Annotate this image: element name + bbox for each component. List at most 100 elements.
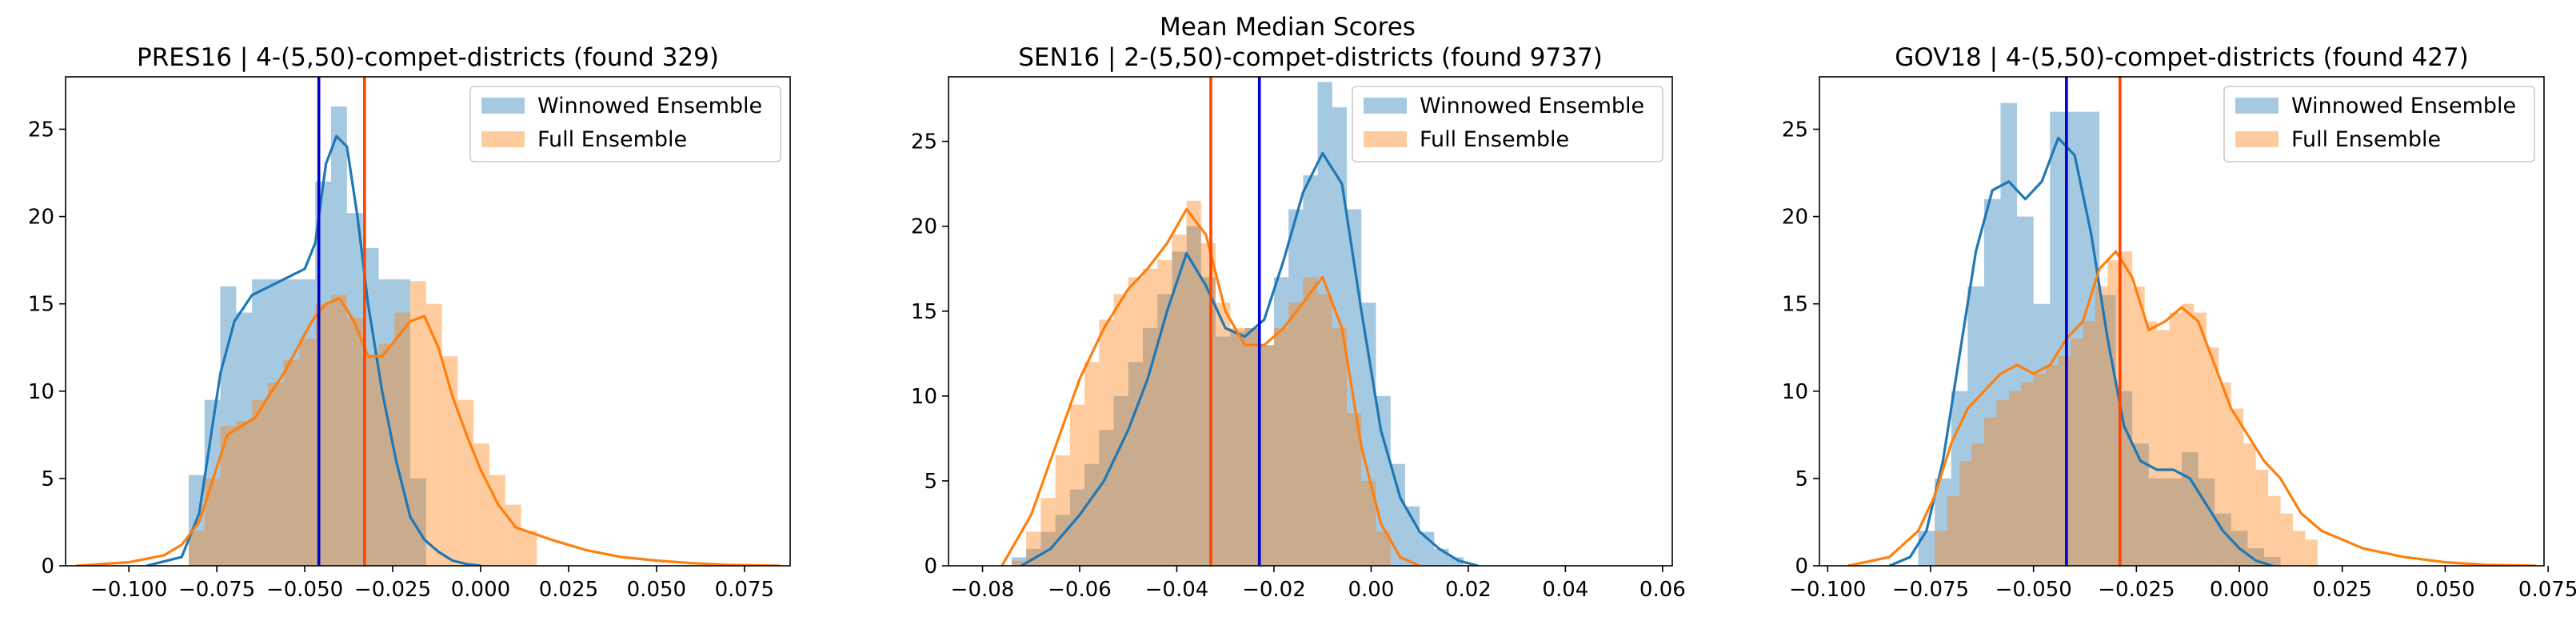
panel-1-hist-bar-full — [489, 475, 505, 566]
panel-1-kde-winnowed — [146, 134, 481, 566]
panel-1-hist-bar-winnowed — [410, 478, 426, 566]
panel-1-hist-bar-winnowed — [252, 279, 268, 566]
panel-3-xtick-label: 0.000 — [2210, 578, 2269, 602]
panel-3-xtick-label: −0.050 — [1995, 578, 2072, 602]
panel-2-hist-bar-full — [1084, 362, 1100, 566]
panel-3-hist-bar-full — [1935, 531, 1947, 566]
panel-2-ytick-label: 10 — [911, 385, 937, 409]
panel-3-hist-bar-winnowed — [1935, 478, 1951, 566]
panel-1-hist-bar-winnowed — [362, 247, 379, 566]
panel-3-hist-bar-winnowed — [2083, 111, 2100, 566]
panel-2-legend: Winnowed Ensemble Full Ensemble — [1352, 86, 1663, 162]
panel-1-xtick-label: −0.075 — [178, 578, 255, 602]
panel-3-ytick-label: 10 — [1782, 380, 1808, 404]
panel-1-xtick-label: 0.025 — [539, 578, 598, 602]
panel-3-ytick-label: 5 — [1795, 467, 1808, 491]
panel-2-xtick-label: −0.06 — [1048, 578, 1112, 602]
panel-1-legend-swatch-winnowed — [481, 98, 525, 114]
panel-3-hist-bar-full — [2046, 365, 2059, 566]
panel-2-hist-bar-full — [1230, 327, 1245, 566]
panel-2-hist-bar-winnowed — [1157, 294, 1172, 566]
panel-2-legend-swatch-winnowed — [1364, 98, 1407, 114]
panel-1-hist-bar-winnowed — [394, 279, 411, 566]
panel-2-hist-bar-winnowed — [1011, 557, 1027, 566]
panel-2-xtick-label: −0.02 — [1242, 578, 1306, 602]
panel-2-hist-bar-full — [1011, 560, 1027, 566]
panel-1-hist-bar-full — [236, 420, 253, 566]
panel-3-hist-bar-winnowed — [2165, 478, 2182, 566]
panel-2-hist-bar-full — [1172, 234, 1187, 566]
panel-1-kde-full — [76, 297, 780, 566]
panel-3-hist-bar-winnowed — [2017, 216, 2034, 566]
panel-3-kde-winnowed — [1888, 136, 2273, 566]
panel-2-hist-bar-winnowed — [1347, 209, 1362, 566]
panel-2-hist-bar-winnowed — [1332, 107, 1348, 566]
panel-3-frame — [1819, 76, 2545, 567]
panel-2-hist-bar-full — [1347, 413, 1362, 566]
panel-2-xtick-label: 0.02 — [1445, 578, 1492, 602]
panel-1-xtick-label: −0.025 — [354, 578, 431, 602]
panel-1-legend-box — [469, 86, 781, 162]
panel-3-xtick-label: −0.025 — [2098, 578, 2175, 602]
panel-3-hist-bar-full — [2194, 312, 2207, 566]
panel-2-legend-box — [1352, 86, 1663, 162]
panel-1-hist-bar-full — [410, 281, 426, 566]
panel-1-hist-bar-full — [188, 531, 205, 566]
panel-2-hist-bar-winnowed — [1172, 251, 1187, 566]
panel-2-hist-bar-winnowed — [1273, 277, 1289, 566]
panel-2-hist-bar-full — [1069, 404, 1085, 566]
panel-1-hist-bar-winnowed — [299, 279, 316, 566]
panel-1-hist-bar-full — [204, 478, 221, 566]
panel-3-hist-bar-full — [2169, 312, 2182, 566]
panel-3-hist-bar-full — [2021, 382, 2034, 566]
panel-3-xtick-label: 0.050 — [2415, 578, 2474, 602]
panel-3-hist-bar-full — [2219, 382, 2231, 566]
panel-2-title: SEN16 | 2-(5,50)-compet-districts (found… — [1018, 43, 1603, 72]
panel-2-ytick-label: 20 — [911, 215, 937, 239]
panel-3-hist-bar-full — [2071, 339, 2083, 566]
panel-3-hist-bar-full — [2206, 347, 2219, 566]
panel-3-hist-bar-full — [1959, 461, 1972, 566]
panel-2-hist-bar-full — [1303, 277, 1318, 566]
panel-1-hist-bar-full — [441, 356, 458, 566]
panel-2-legend-swatch-full — [1364, 131, 1407, 147]
panel-3-hist-bar-winnowed — [2033, 303, 2051, 566]
panel-1-hist-bar-winnowed — [331, 106, 347, 566]
panel-2-hist-bar-winnowed — [1288, 209, 1304, 566]
panel-3-hist-full — [1935, 251, 2318, 566]
panel-2-hist-bar-winnowed — [1142, 327, 1158, 566]
panel-1-hist-bar-full — [267, 382, 284, 566]
panel-2-hist-bar-winnowed — [1361, 302, 1376, 566]
panel-2-hist-bar-winnowed — [1230, 331, 1245, 566]
panel-2-hist-bar-winnowed — [1084, 463, 1100, 566]
panel-3-ytick-label: 0 — [1795, 555, 1808, 579]
panel-1-xtick-label: 0.000 — [451, 578, 510, 602]
panel-1-hist-bar-full — [252, 399, 268, 566]
panel-3-title: GOV18 | 4-(5,50)-compet-districts (found… — [1895, 43, 2469, 72]
panel-3-hist-bar-full — [2292, 531, 2306, 566]
panel-2-xtick-label: −0.04 — [1145, 578, 1209, 602]
panel-3-hist-bar-winnowed — [1918, 531, 1935, 566]
panel-3-hist-bar-full — [2305, 539, 2318, 566]
panel-3-legend: Winnowed Ensemble Full Ensemble — [2223, 86, 2535, 162]
panel-3-ytick-label: 20 — [1782, 206, 1808, 230]
panel-1-hist-bar-full — [346, 318, 363, 566]
panel-1: −0.100 −0.075 −0.050 −0.025 0.000 0.025 0.050 0… — [28, 43, 791, 602]
panel-1-xtick-label: 0.075 — [715, 578, 774, 602]
panel-2-hist-bar-full — [1142, 268, 1158, 566]
panel-1-hist-bar-full — [425, 303, 442, 566]
panel-2-hist-bar-full — [1113, 294, 1128, 566]
panel-1-hist-bar-full — [331, 294, 347, 566]
panel-1-hist-bar-winnowed — [378, 279, 395, 566]
panel-3-legend-swatch-full — [2235, 131, 2278, 147]
panel-2-hist-bar-full — [1244, 327, 1260, 566]
panel-3-hist-bar-full — [2008, 391, 2022, 566]
panel-1-xtick-label: −0.050 — [266, 578, 343, 602]
panel-3-xtick-label: 0.075 — [2518, 578, 2576, 602]
panel-2-hist-bar-winnowed — [1259, 345, 1274, 566]
panel-2-hist-bar-winnowed — [1128, 362, 1143, 566]
panel-3-hist-bar-winnowed — [2148, 478, 2166, 566]
panel-3-legend-swatch-winnowed — [2235, 98, 2278, 114]
panel-2-hist-bar-winnowed — [1186, 226, 1201, 566]
